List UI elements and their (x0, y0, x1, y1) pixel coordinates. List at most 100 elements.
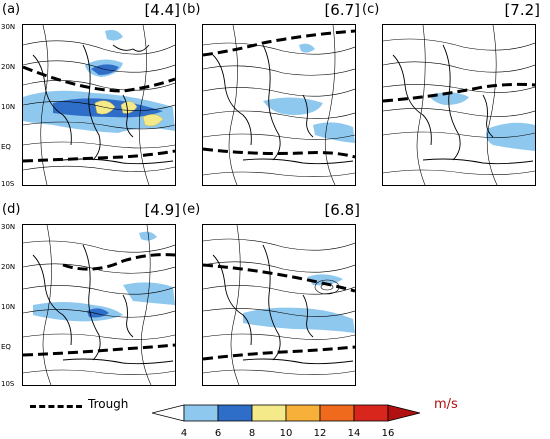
map-e (202, 224, 356, 386)
coast-b1 (212, 54, 252, 146)
streamline-b8 (324, 25, 336, 185)
map-a (22, 24, 176, 186)
trough-b1 (203, 29, 355, 57)
panel-label: (b) (182, 2, 201, 17)
coast-a1 (32, 54, 72, 146)
streamline-e7 (230, 225, 241, 385)
trough-legend-label: Trough (88, 397, 129, 411)
colorbar-bin-6 (353, 404, 389, 422)
coast-d4 (62, 358, 174, 365)
panel-label: (e) (182, 202, 201, 217)
lat-label-10s: 10S (1, 180, 15, 188)
colorbar-high-triangle (387, 404, 421, 422)
colorbar-svg (151, 404, 421, 422)
streamline-a2 (23, 60, 175, 73)
shade-b1 (263, 97, 323, 115)
colorbar-tick: 10 (279, 428, 293, 439)
panel-c: (c) [7.2] (360, 1, 544, 210)
streamline-d8 (140, 225, 152, 385)
coast-b4 (242, 158, 354, 165)
panel-value: [4.4] (144, 1, 180, 19)
streamline-d2 (23, 263, 175, 274)
coast-c4 (422, 158, 534, 165)
shade-e1 (243, 307, 355, 333)
streamline-a4 (23, 101, 175, 111)
trough-c1 (383, 82, 535, 103)
colorbar-tick: 12 (313, 428, 327, 439)
lat-label-eq: EQ (1, 143, 11, 151)
coast-d1 (32, 254, 72, 346)
trough-e2 (203, 345, 355, 361)
trough-d1 (62, 253, 175, 271)
trough-legend-line (30, 405, 82, 408)
streamline-e5 (203, 333, 355, 340)
streamline-c3 (383, 84, 535, 93)
panel-a: (a) [4.4] 30N 20N 10N EQ 10S (0, 1, 184, 210)
lat-label-30n: 30N (1, 23, 16, 31)
streamline-d4 (23, 309, 175, 318)
shade-a8 (142, 114, 164, 127)
streamline-c6 (383, 169, 535, 175)
coast-e4 (242, 358, 354, 365)
streamline-e2 (203, 261, 355, 273)
coast-a4 (62, 158, 174, 165)
streamline-c2 (383, 61, 535, 73)
streamline-d3 (23, 285, 175, 295)
streamline-b5 (203, 133, 355, 140)
panel-label: (a) (2, 2, 21, 17)
colorbar-tick: 6 (214, 428, 222, 439)
trough-b2 (203, 147, 355, 159)
colorbar-bin-5 (319, 404, 355, 422)
panel-b: (b) [6.7] (180, 1, 364, 210)
lat-label-10n: 10N (1, 303, 16, 311)
streamline-a3 (23, 80, 175, 91)
streamline-e1 (203, 238, 355, 251)
units-label: m/s (434, 397, 458, 412)
panel-label: (c) (362, 2, 380, 17)
coast-e2 (262, 244, 281, 361)
legend: Trough 4 6 8 10 12 14 16 m/s (0, 392, 550, 439)
colorbar-bin-2 (217, 404, 253, 422)
trough-e1 (203, 263, 355, 293)
lat-label-eq: EQ (1, 343, 11, 351)
streamline-b2 (203, 65, 355, 76)
streamline-d6 (23, 369, 175, 375)
streamline-a7 (23, 165, 175, 172)
coast-a5 (112, 44, 150, 52)
streamline-c7 (416, 25, 426, 185)
streamline-e4 (203, 308, 355, 317)
map-c (382, 24, 536, 186)
coast-c2 (442, 44, 461, 161)
streamline-a1 (23, 40, 175, 55)
streamline-d1 (23, 240, 175, 253)
coast-b2 (262, 44, 281, 161)
coast-c3 (482, 94, 494, 138)
panel-value: [4.9] (144, 201, 180, 219)
panel-e: (e) [6.8] (180, 201, 364, 410)
shade-b2 (313, 122, 355, 143)
shade-d2 (123, 282, 175, 305)
trough-d2 (23, 343, 175, 357)
streamline-c1 (383, 38, 535, 51)
lat-label-20n: 20N (1, 263, 16, 271)
coast-a3 (122, 94, 134, 138)
coast-c1 (392, 54, 432, 146)
trough-a2 (23, 149, 175, 163)
panel-value: [6.7] (324, 1, 360, 19)
shade-a3 (105, 29, 123, 41)
streamline-a9 (138, 25, 150, 185)
panel-label: (d) (2, 202, 21, 217)
trough-a1 (23, 65, 175, 93)
streamline-d7 (42, 225, 52, 385)
lat-label-10n: 10N (1, 103, 16, 111)
panel-value: [7.2] (504, 1, 540, 19)
lat-label-10s: 10S (1, 380, 15, 388)
panel-d: (d) [4.9] 30N 20N 10N EQ 10S (0, 201, 184, 410)
colorbar-bin-3 (251, 404, 287, 422)
shade-d3 (139, 231, 157, 241)
streamline-b6 (203, 171, 355, 177)
streamline-d5 (23, 333, 175, 340)
streamline-e6 (203, 369, 355, 375)
colorbar-tick: 16 (381, 428, 395, 439)
streamline-c8 (486, 25, 498, 185)
